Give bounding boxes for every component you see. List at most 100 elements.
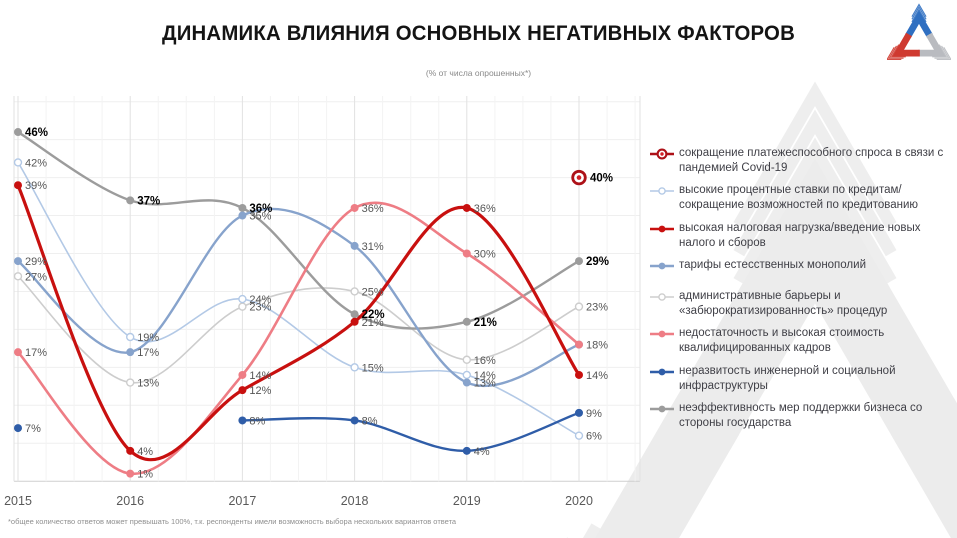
year-label: 2020 <box>565 494 593 508</box>
marker-filled <box>126 196 135 205</box>
marker-filled <box>14 424 22 433</box>
marker-filled <box>575 408 583 417</box>
marker-filled <box>238 203 247 212</box>
legend-label: сокращение платежеспособного спроса в св… <box>679 147 944 174</box>
marker-open <box>574 302 584 311</box>
emblem-hatch <box>932 44 948 58</box>
data-label: 36% <box>249 203 272 215</box>
data-label: 23% <box>249 302 271 314</box>
emblem-hatch <box>936 46 951 61</box>
marker-filled <box>238 386 247 395</box>
data-label: 31% <box>362 241 384 253</box>
data-label: 40% <box>590 173 613 185</box>
marker-filled <box>575 370 583 379</box>
data-label: 4% <box>137 446 153 458</box>
emblem-hatch <box>733 109 897 257</box>
emblem-hatch <box>911 8 927 23</box>
series-0 <box>571 169 587 186</box>
emblem-hatch <box>890 44 906 58</box>
data-label: 29% <box>25 256 47 268</box>
data-labels: 27% 13% 23% 25% 16% 23% 42% 19% 24% 15% 14% 6% 46% 37… <box>25 127 613 481</box>
emblem-hatch <box>733 137 897 285</box>
series-lines <box>13 128 587 478</box>
marker-open <box>462 355 471 364</box>
marker-filled <box>126 348 135 357</box>
emblem-arm <box>918 32 946 57</box>
marker-filled <box>126 469 135 478</box>
data-label: 4% <box>474 446 490 458</box>
year-label: 2017 <box>228 494 256 508</box>
marker-open <box>238 294 247 304</box>
marker-open <box>13 272 23 281</box>
marker-filled <box>350 241 359 250</box>
data-label: 14% <box>474 370 496 382</box>
data-label: 18% <box>586 340 608 352</box>
data-label: 25% <box>362 286 384 298</box>
data-label: 14% <box>249 370 271 382</box>
legend-label: высокие процентные ставки по кредитам/ с… <box>679 184 919 212</box>
data-label: 36% <box>362 203 384 215</box>
legend-label: неразвитость инженерной и социальной инф… <box>679 364 896 392</box>
legend-marker-icon <box>650 262 674 270</box>
data-label: 17% <box>25 347 47 359</box>
data-label: 21% <box>362 317 384 329</box>
data-label: 35% <box>249 211 271 223</box>
legend-item-5: недостаточность и высокая стоимость квал… <box>649 326 950 355</box>
marker-filled <box>350 317 359 326</box>
data-label: 13% <box>137 378 159 390</box>
series-6 <box>14 408 583 455</box>
data-label: 37% <box>137 195 160 207</box>
data-label: 17% <box>137 347 159 359</box>
marker-filled <box>14 181 22 190</box>
marker-filled <box>14 348 22 357</box>
legend-label: неэффективность мер поддержки бизнеса со… <box>679 402 923 430</box>
marker-filled <box>238 416 247 425</box>
emblem-hatch <box>887 46 902 61</box>
page-subtitle: (% от числа опрошенных*) <box>425 68 532 78</box>
data-label: 21% <box>474 317 497 329</box>
marker-filled <box>238 370 247 379</box>
page-title: ДИНАМИКА ВЛИЯНИЯ ОСНОВНЫХ НЕГАТИВНЫХ ФАК… <box>161 22 795 45</box>
legend-marker-icon <box>650 225 674 233</box>
data-label: 27% <box>25 271 47 283</box>
chart-footnote: *общее количество ответов может превышат… <box>8 517 457 526</box>
emblem-hatch <box>733 81 897 229</box>
series-line <box>17 161 580 437</box>
series-5 <box>14 201 583 478</box>
year-label: 2018 <box>341 494 369 508</box>
data-label: 9% <box>586 408 602 420</box>
series-line <box>16 130 581 330</box>
marker-filled <box>575 340 583 349</box>
data-label: 22% <box>362 309 385 321</box>
year-label: 2019 <box>453 494 481 508</box>
marker-filled <box>350 416 359 425</box>
marker-filled <box>575 257 583 266</box>
marker-open <box>13 158 23 167</box>
emblem-arm <box>667 158 957 451</box>
legend-item-3: тарифы естесственных монополий <box>649 258 950 273</box>
legend-item-6: неразвитость инженерной и социальной инф… <box>649 364 950 393</box>
series-1 <box>13 158 584 440</box>
marker-ring-dot <box>576 175 582 180</box>
legend-item-4: административные барьеры и «забюрократиз… <box>649 289 950 318</box>
marker-filled <box>350 310 359 319</box>
data-label: 46% <box>25 127 48 139</box>
data-label: 23% <box>586 302 608 314</box>
data-label: 19% <box>137 332 159 344</box>
marker-filled <box>238 211 247 220</box>
marker-open <box>462 370 471 380</box>
emblem-hatch <box>888 45 904 59</box>
emblem-hatch <box>911 3 927 17</box>
legend-label: административные барьеры и «забюрократиз… <box>679 290 888 317</box>
data-label: 42% <box>25 157 47 169</box>
legend-marker-icon <box>650 187 674 196</box>
data-label: 7% <box>25 423 41 435</box>
legend-label: недостаточность и высокая стоимость квал… <box>679 327 885 355</box>
marker-filled <box>462 378 471 387</box>
data-label: 12% <box>249 385 271 397</box>
legend-marker-icon <box>650 293 674 301</box>
marker-filled <box>126 446 135 455</box>
